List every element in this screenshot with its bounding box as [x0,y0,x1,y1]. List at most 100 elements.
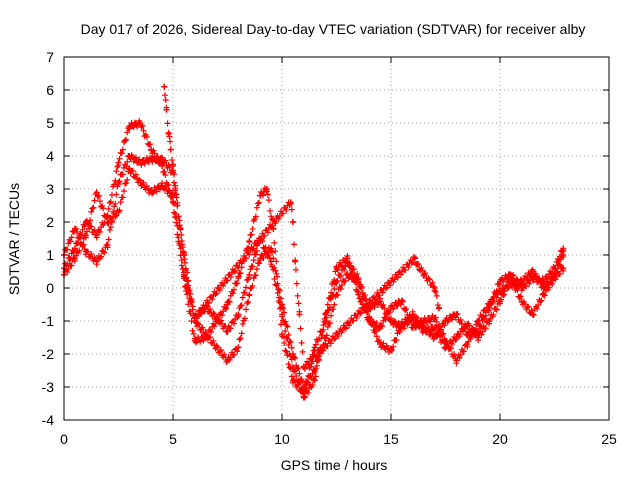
data-point [388,318,394,324]
y-tick-label: -3 [42,379,55,395]
data-point [176,222,183,229]
data-point [263,186,270,192]
data-point [165,129,172,136]
data-point [161,83,168,90]
data-point [235,344,242,351]
x-tick-label: 15 [383,431,399,447]
data-point [300,384,307,390]
data-point [126,166,133,173]
data-point [322,311,329,318]
data-point [355,278,362,285]
data-point [213,314,220,321]
data-point [475,334,482,341]
data-point [289,219,296,225]
chart-title: Day 017 of 2026, Sidereal Day-to-day VTE… [81,21,586,37]
data-point [300,364,307,371]
data-point [497,278,503,285]
data-point [126,123,133,130]
data-point [435,304,442,311]
data-point [172,182,179,189]
data-point [344,255,351,262]
series-trace-d [161,83,442,372]
data-point [287,199,294,206]
data-point [366,318,373,324]
plot-frame [63,56,610,421]
data-point [235,311,242,318]
data-point [431,334,438,341]
data-point [235,275,242,282]
data-point [442,318,449,324]
data-point [518,278,525,285]
data-point [333,291,340,298]
y-tick-label: -4 [42,412,55,428]
data-point [246,238,253,245]
data-point [453,357,460,364]
data-point [185,285,192,291]
data-point [257,192,264,199]
x-tick-label: 0 [60,431,68,447]
data-point [126,153,133,159]
data-point [104,219,111,225]
data-point [148,189,155,196]
x-tick-label: 25 [601,431,617,447]
data-point [191,314,198,321]
data-point [497,298,503,305]
data-point [411,255,418,262]
data-point [431,314,438,321]
data-point [398,298,405,305]
data-point [311,377,318,384]
data-point [311,344,318,351]
data-point [292,258,299,265]
data-point [93,189,100,196]
data-point [300,393,307,400]
grid-layer [64,57,609,420]
data-point [279,311,285,318]
data-point [279,331,285,338]
data-point [414,261,421,268]
data-point [486,318,493,324]
data-point [540,291,547,298]
data-point [398,324,405,331]
data-point [104,242,111,249]
data-point [431,285,438,291]
data-point [148,146,155,153]
data-point [409,324,416,331]
data-point [148,156,155,163]
data-point [296,311,303,318]
x-tick-label: 5 [169,431,177,447]
data-point [560,252,567,258]
data-point [453,334,460,341]
x-axis-label: GPS time / hours [281,457,388,473]
data-point [163,106,170,113]
data-point [137,159,144,166]
data-point [224,327,231,334]
data-point [137,120,144,126]
data-point [191,337,198,344]
data-point [289,377,296,384]
y-tick-label: 1 [46,247,54,263]
data-point [529,311,536,318]
data-point [246,271,253,278]
data-point [167,146,174,153]
data-point [420,318,427,324]
y-tick-label: 7 [46,49,54,65]
data-point [268,245,275,252]
data-point [311,367,318,374]
data-point [174,202,181,209]
data-point [115,209,122,216]
data-point [560,245,567,252]
data-point [507,281,514,288]
data-point [377,298,384,305]
data-point [246,291,253,298]
data-point [464,341,471,348]
data-point [180,271,187,278]
data-point [453,311,460,318]
y-axis-label: SDTVAR / TECUs [6,183,22,295]
y-tick-label: -1 [42,313,55,329]
data-point [322,334,329,341]
data-point [257,255,264,262]
data-point [71,255,78,262]
data-point [159,182,166,189]
y-tick-label: 6 [46,82,54,98]
